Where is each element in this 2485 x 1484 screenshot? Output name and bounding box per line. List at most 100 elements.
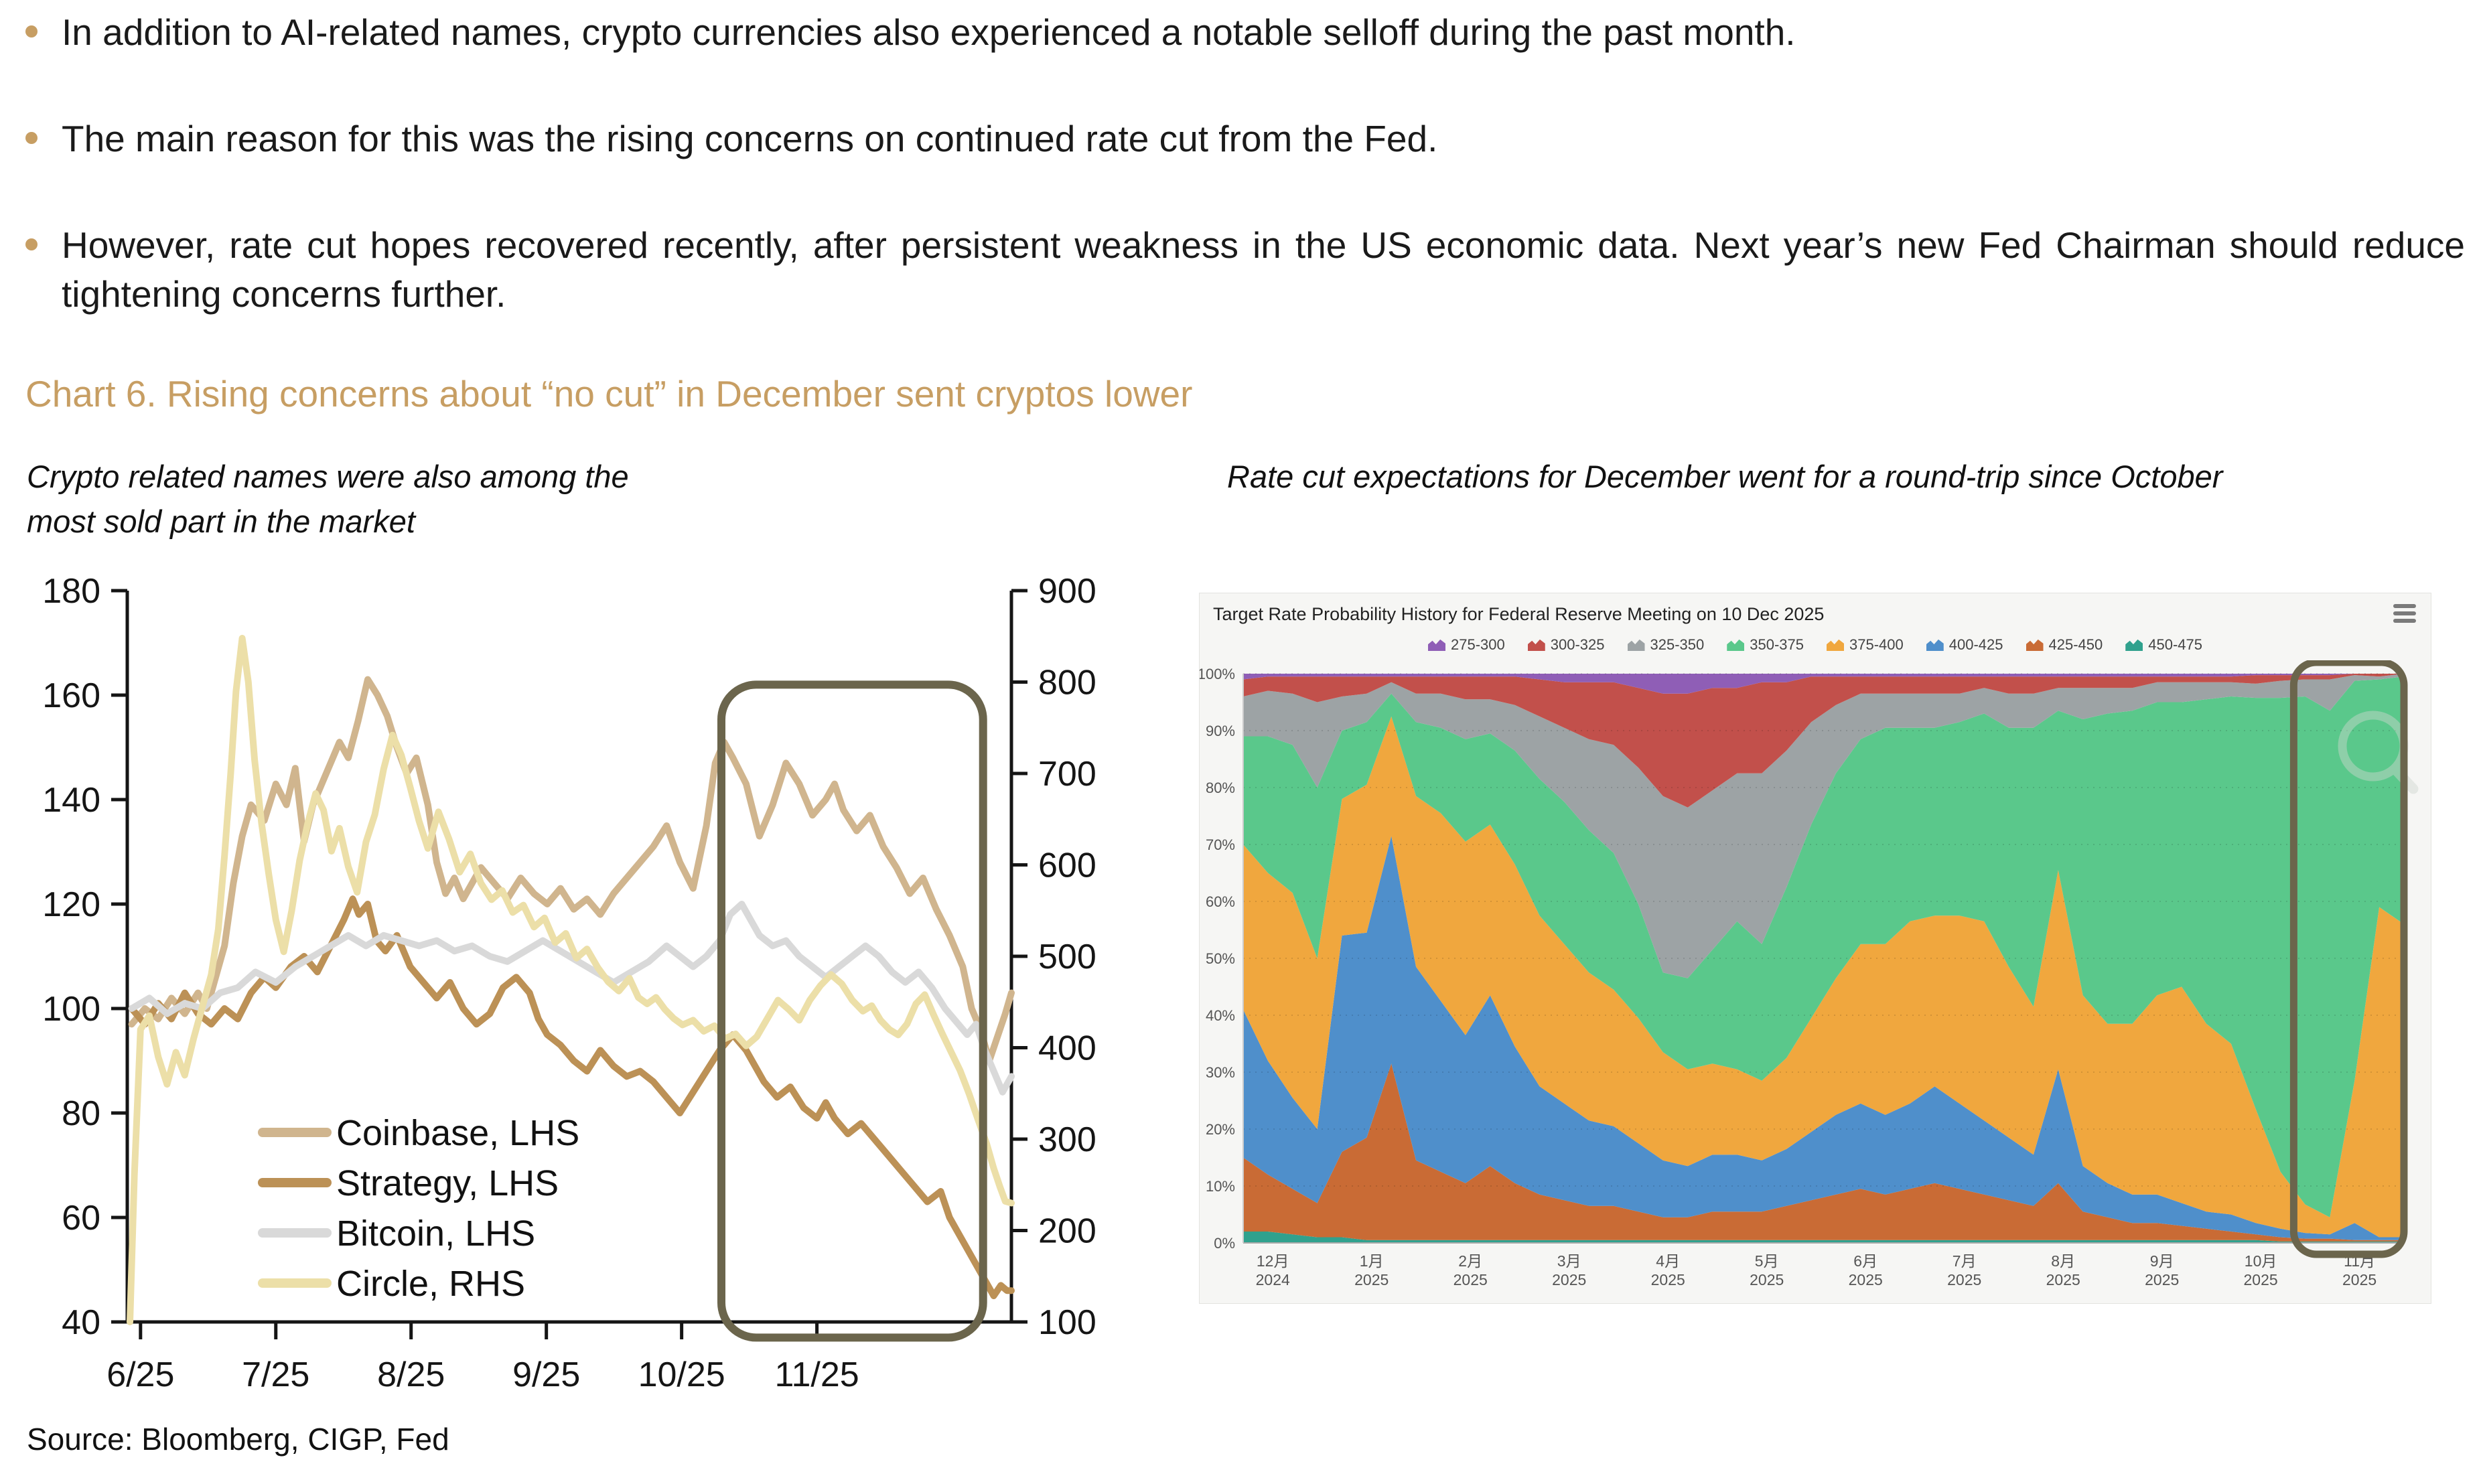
rc-x-label: 9月 2025 bbox=[2145, 1252, 2179, 1288]
bullet-item: In addition to AI-related names, crypto … bbox=[25, 8, 2465, 57]
area-series-375-400 bbox=[1243, 716, 2404, 1238]
legend-label: 275-300 bbox=[1451, 636, 1505, 653]
rc-y-tick-label: 60% bbox=[1206, 893, 1235, 910]
rc-x-label: 2月 2025 bbox=[1453, 1252, 1488, 1288]
right-axis-tick-label: 100 bbox=[1038, 1303, 1096, 1342]
area-series-450-475 bbox=[1243, 1232, 2404, 1243]
right-axis-tick-label: 500 bbox=[1038, 938, 1096, 976]
right-axis-tick-label: 200 bbox=[1038, 1212, 1096, 1251]
legend-label: 450-475 bbox=[2148, 636, 2202, 653]
right-chart-panel: Target Rate Probability History for Fede… bbox=[1199, 593, 2431, 1304]
legend-label: 325-350 bbox=[1650, 636, 1705, 653]
bullet-dot-icon bbox=[25, 25, 38, 38]
rc-y-tick-label: 50% bbox=[1206, 950, 1235, 967]
bullet-list: In addition to AI-related names, crypto … bbox=[25, 8, 2465, 376]
legend-swatch-icon bbox=[1926, 639, 1944, 651]
right-axis-tick-label: 600 bbox=[1038, 846, 1096, 885]
legend-swatch-icon bbox=[1627, 639, 1645, 651]
highlight-box bbox=[717, 680, 987, 1342]
rc-legend-item: 300-325 bbox=[1527, 636, 1605, 654]
left-axis-tick-label: 180 bbox=[42, 576, 100, 611]
legend-swatch-icon bbox=[2026, 639, 2044, 651]
bullet-text: In addition to AI-related names, crypto … bbox=[62, 11, 1796, 53]
area-series-425-450 bbox=[1243, 1063, 2404, 1242]
area-series-325-350 bbox=[1243, 674, 2404, 978]
legend-label: 375-400 bbox=[1849, 636, 1904, 653]
x-axis-tick-label: 8/25 bbox=[377, 1355, 445, 1394]
bullet-dot-icon bbox=[25, 132, 38, 144]
rc-x-label: 1月 2025 bbox=[1354, 1252, 1389, 1288]
left-chart-subtitle: Crypto related names were also among the… bbox=[27, 459, 629, 539]
legend-label: 400-425 bbox=[1948, 636, 2003, 653]
legend-label: Bitcoin, LHS bbox=[336, 1213, 535, 1254]
legend-label: 300-325 bbox=[1550, 636, 1605, 653]
legend-swatch-icon bbox=[1527, 639, 1545, 651]
bullet-text: The main reason for this was the rising … bbox=[62, 118, 1438, 159]
x-axis-tick-label: 11/25 bbox=[774, 1355, 859, 1394]
left-chart: 180 160 140 120 100 80 60 40 900 800 700 600 500 400 3… bbox=[0, 576, 1139, 1484]
x-axis-tick-label: 7/25 bbox=[242, 1355, 309, 1394]
legend-label: 425-450 bbox=[2048, 636, 2103, 653]
rc-legend-item: 325-350 bbox=[1627, 636, 1705, 654]
rc-y-tick-label: 80% bbox=[1206, 780, 1235, 796]
rc-y-tick-label: 40% bbox=[1206, 1007, 1235, 1024]
bullet-text: However, rate cut hopes recovered recent… bbox=[62, 224, 2465, 315]
rc-legend-item: 425-450 bbox=[2026, 636, 2103, 654]
right-axis-tick-label: 700 bbox=[1038, 755, 1096, 794]
left-chart-svg: 180 160 140 120 100 80 60 40 900 800 700 600 500 400 3… bbox=[42, 576, 1096, 1394]
legend-swatch-icon bbox=[1428, 639, 1445, 651]
rc-legend-item: 400-425 bbox=[1926, 636, 2003, 654]
rc-x-label: 7月 2025 bbox=[1947, 1252, 1981, 1288]
left-axis-tick-label: 40 bbox=[62, 1303, 100, 1342]
rc-y-tick-label: 30% bbox=[1206, 1064, 1235, 1081]
rc-y-tick-label: 20% bbox=[1206, 1121, 1235, 1138]
rc-x-label: 4月 2025 bbox=[1651, 1252, 1685, 1288]
right-chart-title: Target Rate Probability History for Fede… bbox=[1213, 604, 1825, 624]
right-axis-tick-label: 400 bbox=[1038, 1029, 1096, 1068]
x-axis-tick-label: 6/25 bbox=[106, 1355, 174, 1394]
left-axis-tick-label: 140 bbox=[42, 781, 100, 820]
right-axis-tick-label: 900 bbox=[1038, 576, 1096, 611]
x-axis-tick-label: 10/25 bbox=[638, 1355, 725, 1394]
rc-y-tick-label: 0% bbox=[1214, 1235, 1235, 1252]
legend-label: 350-375 bbox=[1750, 636, 1804, 653]
area-series-350-375 bbox=[1243, 676, 2404, 1217]
rc-x-label: 5月 2025 bbox=[1750, 1252, 1784, 1288]
rc-legend-item: 450-475 bbox=[2125, 636, 2202, 654]
rc-x-label: 8月 2025 bbox=[2046, 1252, 2080, 1288]
rc-legend-item: 375-400 bbox=[1827, 636, 1904, 654]
left-axis-tick-label: 120 bbox=[42, 885, 100, 924]
left-axis-tick-label: 100 bbox=[42, 990, 100, 1029]
legend-label: Strategy, LHS bbox=[336, 1163, 559, 1203]
rc-y-tick-label: 10% bbox=[1206, 1178, 1235, 1195]
chart-section-title: Chart 6. Rising concerns about “no cut” … bbox=[25, 373, 1193, 415]
left-axis-tick-label: 60 bbox=[62, 1199, 100, 1238]
legend-swatch-icon bbox=[1827, 639, 1844, 651]
right-chart-subtitle: Rate cut expectations for December went … bbox=[1227, 459, 2223, 494]
line-series-coinbase bbox=[128, 676, 1015, 1064]
rc-x-label: 10月 2025 bbox=[2244, 1252, 2278, 1288]
legend-swatch-icon bbox=[2125, 639, 2143, 651]
legend-swatch-icon bbox=[1727, 639, 1745, 651]
rc-x-label: 3月 2025 bbox=[1552, 1252, 1586, 1288]
rc-y-tick-label: 100% bbox=[1200, 666, 1235, 682]
area-series-400-425 bbox=[1243, 836, 2404, 1240]
legend-label: Circle, RHS bbox=[336, 1264, 525, 1304]
rc-y-tick-label: 90% bbox=[1206, 723, 1235, 739]
highlight-box bbox=[2289, 660, 2408, 1258]
source-note: Source: Bloomberg, CIGP, Fed bbox=[27, 1422, 449, 1457]
area-series-275-300 bbox=[1243, 674, 2404, 694]
line-series-circle bbox=[127, 635, 1015, 1325]
bullet-item: The main reason for this was the rising … bbox=[25, 115, 2465, 163]
right-axis-tick-label: 800 bbox=[1038, 664, 1096, 702]
area-series-300-325 bbox=[1243, 674, 2404, 808]
rc-x-label: 6月 2025 bbox=[1849, 1252, 1883, 1288]
left-axis-tick-label: 80 bbox=[62, 1094, 100, 1133]
line-series-bitcoin bbox=[128, 901, 1015, 1096]
rc-legend-item: 350-375 bbox=[1727, 636, 1804, 654]
left-axis-tick-label: 160 bbox=[42, 676, 100, 715]
right-chart-svg: 100% 90% 80% 70% 60% 50% 40% 30% 20% 10% 0% 12月 2024… bbox=[1200, 660, 2419, 1288]
bullet-item: However, rate cut hopes recovered recent… bbox=[25, 221, 2465, 319]
x-axis-tick-label: 9/25 bbox=[512, 1355, 580, 1394]
